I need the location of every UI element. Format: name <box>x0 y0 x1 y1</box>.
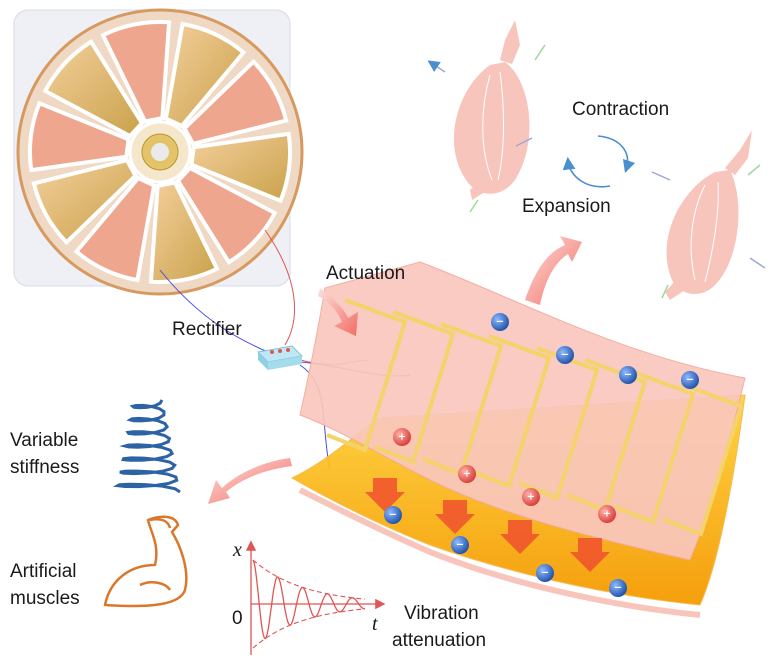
electrode-finger <box>470 334 552 489</box>
electrode-finger <box>566 358 648 513</box>
rectifier-chip-icon <box>256 345 304 370</box>
vibration-attenuation-label-line2: attenuation <box>392 630 486 651</box>
electron-icon: − <box>384 506 402 524</box>
electrode-finger <box>614 370 696 525</box>
spring-icon <box>112 399 181 494</box>
charge-sign: − <box>456 540 464 551</box>
artificial-muscles-label-line1: Artificial <box>10 561 77 582</box>
charge-sign: − <box>496 317 504 328</box>
electron-icon: − <box>491 313 509 331</box>
top-film <box>299 261 746 561</box>
charge-sign: + <box>463 469 471 480</box>
teng-disk-device-icon <box>13 8 304 296</box>
actuation-arrow-icon <box>318 288 358 336</box>
disk-sector <box>163 21 247 129</box>
disk-sector <box>31 157 139 246</box>
charge-sign: + <box>527 492 535 503</box>
electron-icon: − <box>451 536 469 554</box>
disk-sector <box>28 100 131 173</box>
flexed-arm-icon <box>103 515 188 608</box>
muscle-motion-arrows <box>427 44 766 299</box>
disk-sector <box>175 165 278 266</box>
output-arrow-icon <box>525 236 582 305</box>
damped-oscillation-graph-icon <box>245 540 386 655</box>
charge-sign: − <box>389 510 397 521</box>
actuation-label: Actuation <box>326 263 405 284</box>
electron-icon: − <box>536 564 554 582</box>
electron-icon: − <box>619 366 637 384</box>
positive-charge-icon: + <box>598 505 616 523</box>
field-arrow-icon <box>365 478 405 512</box>
disk-sector <box>181 58 289 147</box>
muscle-icon <box>453 20 530 200</box>
field-arrow-icon <box>435 500 475 534</box>
charge-sign: − <box>561 350 569 361</box>
positive-charge-icon: + <box>522 488 540 506</box>
field-arrows <box>365 478 610 572</box>
electron-icon: − <box>609 579 627 597</box>
electrode-finger <box>326 298 408 453</box>
electrode-finger <box>662 382 744 537</box>
disk-sector <box>42 38 145 139</box>
variable-stiffness-label-line1: Variable <box>10 430 78 451</box>
artificial-muscles-label-line2: muscles <box>10 588 80 609</box>
disk-sector <box>189 131 292 204</box>
rectifier-label: Rectifier <box>172 319 242 340</box>
charge-sign: − <box>686 375 694 386</box>
charge-sign: − <box>614 583 622 594</box>
disk-sector <box>73 175 157 283</box>
charge-sign: − <box>624 370 632 381</box>
charge-sign: + <box>398 432 406 443</box>
vibration-attenuation-label-line1: Vibration <box>404 603 479 624</box>
graph-origin-label: 0 <box>232 608 243 629</box>
positive-charge-icon: + <box>458 465 476 483</box>
electrode-finger <box>374 310 456 465</box>
variable-stiffness-label-line2: stiffness <box>10 457 79 478</box>
field-arrow-icon <box>500 520 540 554</box>
muscle-icon <box>665 130 752 300</box>
electron-icon: − <box>681 371 699 389</box>
field-arrow-icon <box>570 538 610 572</box>
cycle-arrows-icon <box>562 135 636 188</box>
charges: − − − − − − − − + + + + <box>384 313 699 597</box>
applications-arrow-icon <box>208 458 292 504</box>
positive-charge-icon: + <box>393 428 411 446</box>
electrode-finger <box>422 322 504 477</box>
disk-sector <box>100 20 172 124</box>
expansion-label: Expansion <box>522 196 611 217</box>
disk-sector <box>148 180 220 284</box>
graph-x-axis-label: t <box>372 613 378 635</box>
charge-sign: − <box>541 568 549 579</box>
contraction-label: Contraction <box>572 99 669 120</box>
charge-sign: + <box>603 509 611 520</box>
electron-icon: − <box>556 346 574 364</box>
graph-y-axis-label: x <box>232 539 242 561</box>
